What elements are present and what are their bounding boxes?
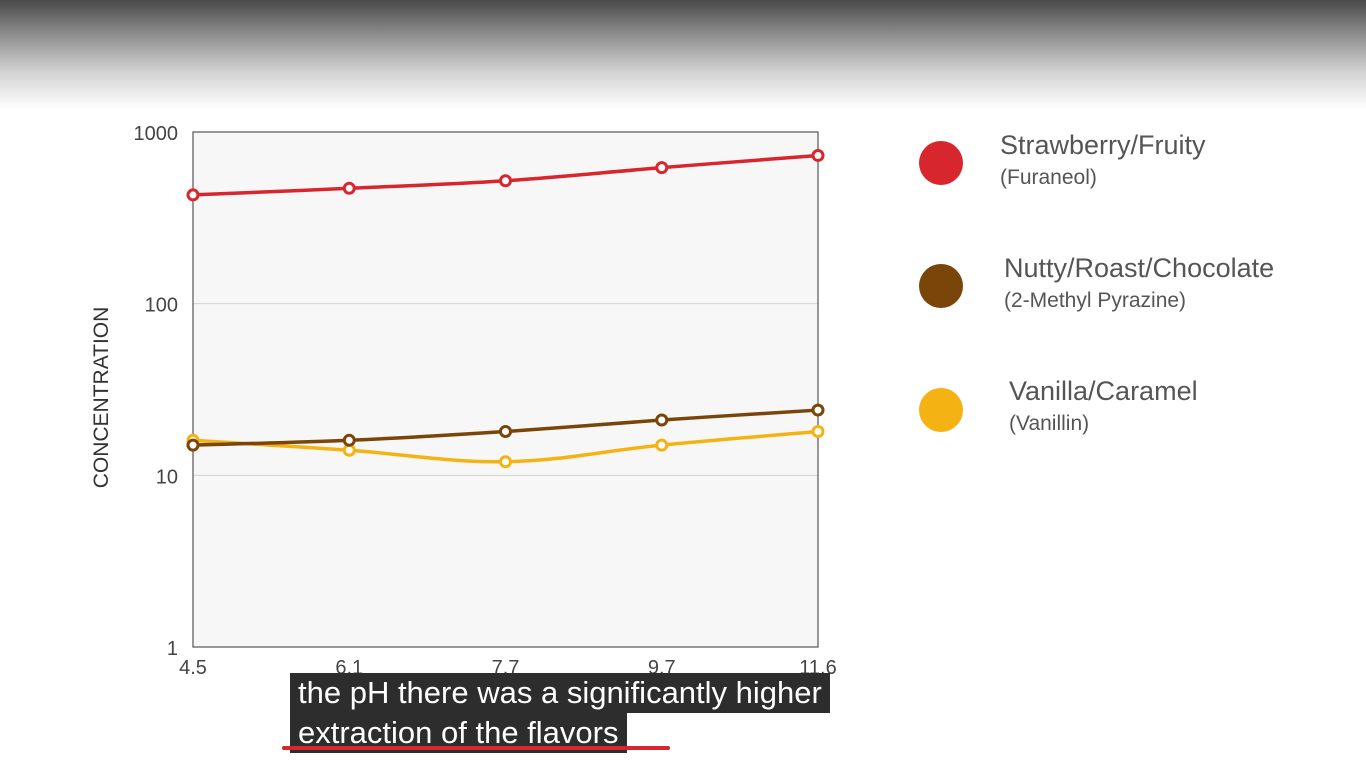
legend-swatch-strawberry (919, 141, 963, 185)
legend-label-vanilla: Vanilla/Caramel (1009, 376, 1198, 406)
data-point-strawberry-6.1 (342, 181, 356, 195)
caption-line-1: the pH there was a significantly higher (290, 673, 830, 713)
data-point-vanilla-9.7 (655, 438, 669, 452)
legend-swatch-vanilla (919, 388, 963, 432)
plot-area (193, 132, 818, 647)
legend-sublabel-nutty: (2-Methyl Pyrazine) (1004, 289, 1187, 312)
legend-swatch-nutty (919, 264, 963, 308)
data-point-nutty-11.6 (811, 403, 825, 417)
y-tick-label-100: 100 (145, 295, 178, 317)
data-point-strawberry-11.6 (811, 148, 825, 162)
x-tick-label-4.5: 4.5 (179, 657, 207, 679)
data-point-nutty-7.7 (499, 425, 512, 439)
y-tick-label-1: 1 (167, 638, 178, 660)
data-point-nutty-4.5 (186, 438, 200, 452)
data-point-vanilla-7.7 (499, 455, 512, 469)
data-point-vanilla-11.6 (811, 425, 825, 439)
legend-label-strawberry: Strawberry/Fruity (1000, 130, 1206, 160)
data-point-nutty-9.7 (655, 413, 669, 427)
data-point-strawberry-9.7 (655, 161, 669, 175)
y-tick-label-10: 10 (156, 466, 178, 488)
y-axis-label: CONCENTRATION (90, 307, 113, 489)
data-point-strawberry-7.7 (499, 174, 512, 188)
legend-label-nutty: Nutty/Roast/Chocolate (1004, 253, 1275, 283)
legend-sublabel-vanilla: (Vanillin) (1009, 412, 1090, 435)
data-point-nutty-6.1 (342, 433, 356, 447)
video-progress-fill (282, 746, 670, 750)
legend-sublabel-strawberry: (Furaneol) (1000, 166, 1097, 189)
y-tick-label-1000: 1000 (134, 123, 179, 145)
plot-frame (192, 131, 819, 648)
video-top-shade (0, 0, 1366, 110)
subtitle-caption: the pH there was a significantly higher … (290, 673, 884, 753)
video-progress-bar[interactable] (282, 746, 670, 750)
data-point-strawberry-4.5 (186, 188, 200, 202)
